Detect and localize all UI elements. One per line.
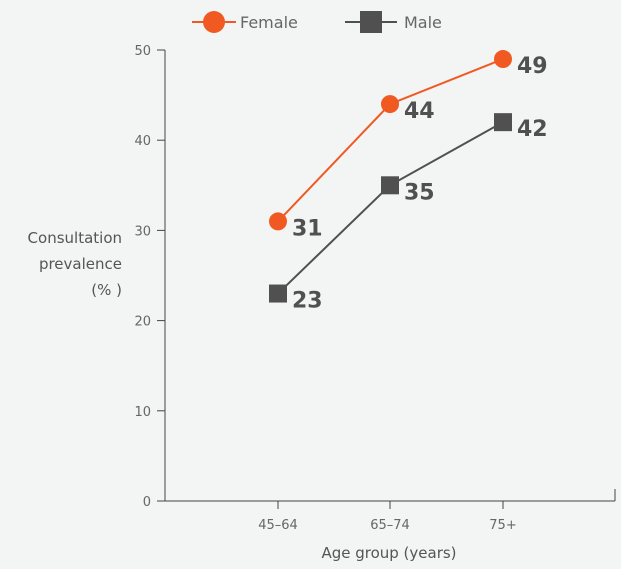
data-point xyxy=(494,50,512,69)
legend-item-male: Male xyxy=(345,11,442,33)
y-tick-label: 0 xyxy=(143,495,151,510)
data-label: 44 xyxy=(404,99,435,124)
legend-marker xyxy=(360,11,382,33)
data-point xyxy=(381,176,399,195)
x-tick-label: 45–64 xyxy=(258,518,298,533)
data-point xyxy=(269,284,287,303)
legend: Female Male xyxy=(192,11,442,33)
x-tick-label: 65–74 xyxy=(370,518,410,533)
legend-label: Male xyxy=(404,13,442,32)
series-layer: 31 44 49 23 35 42 xyxy=(269,50,548,314)
series-female: 31 44 49 xyxy=(269,50,548,241)
data-label: 31 xyxy=(292,216,323,241)
y-tick-label: 30 xyxy=(134,224,151,239)
data-label: 23 xyxy=(292,289,323,314)
y-tick-label: 20 xyxy=(134,315,151,330)
series-line-male xyxy=(277,121,504,295)
data-point xyxy=(269,212,287,231)
y-axis-title-line: Consultation xyxy=(28,229,122,247)
data-point xyxy=(381,95,399,114)
series-male: 23 35 42 xyxy=(269,113,548,314)
data-label: 42 xyxy=(517,117,548,142)
data-label: 49 xyxy=(517,54,548,79)
y-axis-title-line: prevalence xyxy=(39,255,122,273)
legend-item-female: Female xyxy=(192,11,298,33)
data-point xyxy=(494,113,512,132)
data-label: 35 xyxy=(404,180,435,205)
legend-marker xyxy=(203,11,225,33)
x-tick-label: 75+ xyxy=(489,518,516,533)
y-tick-label: 40 xyxy=(134,134,151,149)
y-tick-label: 10 xyxy=(134,405,151,420)
y-axis-title: Consultation prevalence (% ) xyxy=(28,229,122,299)
y-axis-title-line: (% ) xyxy=(91,281,122,299)
axes: 0 10 20 30 40 50 45–64 65–74 75+ xyxy=(134,44,616,533)
legend-label: Female xyxy=(240,13,298,32)
x-axis-title: Age group (years) xyxy=(321,544,456,562)
y-tick-label: 50 xyxy=(134,44,151,59)
